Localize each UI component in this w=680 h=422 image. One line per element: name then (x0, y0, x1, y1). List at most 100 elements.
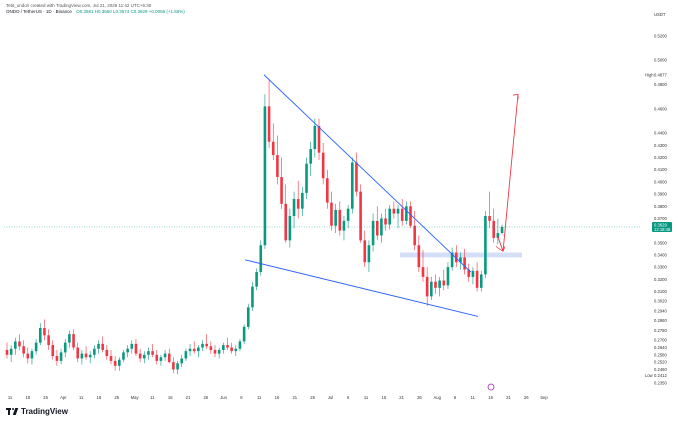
candle-body (321, 152, 325, 179)
candle-down (488, 191, 491, 229)
x-tick-label: 26 (310, 395, 315, 400)
candle-up (367, 240, 371, 273)
y-tick-label: 0.4600 (654, 106, 667, 111)
candle-down (72, 329, 75, 350)
y-tick-label: 0.3100 (654, 289, 667, 294)
candle-body (238, 341, 242, 349)
candle-up (305, 157, 308, 199)
candle-down (321, 142, 325, 185)
candle-down (113, 356, 117, 371)
candle-up (180, 354, 184, 367)
candle-body (63, 342, 67, 353)
high-label: High (645, 73, 654, 78)
candle-body (176, 363, 179, 370)
candle-body (234, 348, 238, 352)
y-tick-label: 0.4200 (654, 155, 667, 160)
candle-down (359, 184, 362, 243)
candle-body (405, 206, 408, 221)
candle-up (88, 351, 92, 364)
candle-up (68, 330, 71, 348)
candle-up (263, 94, 267, 249)
candle-down (138, 348, 142, 363)
candle-body (101, 343, 104, 350)
x-tick-label: 21 (506, 395, 511, 400)
candle-up (471, 267, 475, 285)
symbol-label[interactable]: ONDO / TetherUS · 1D · Binance (6, 9, 72, 14)
candle-body (80, 353, 84, 359)
candle-up (350, 157, 354, 214)
candle-body (230, 347, 233, 352)
candle-body (205, 343, 208, 347)
candle-body (346, 208, 350, 221)
candle-body (488, 216, 491, 221)
candle-up (380, 213, 383, 243)
candle-body (226, 345, 229, 348)
candle-down (375, 206, 379, 241)
candle-body (72, 334, 75, 348)
candle-up (292, 191, 296, 229)
candle-up (238, 338, 242, 352)
candle-up (118, 357, 121, 371)
y-tick-label: 0.3800 (654, 204, 667, 209)
candle-body (438, 280, 441, 288)
candle-up (313, 118, 317, 158)
candle-down (192, 341, 196, 354)
candle-body (396, 208, 400, 214)
candle-body (454, 252, 458, 263)
candle-body (442, 280, 446, 286)
candle-down (296, 180, 300, 219)
tradingview-logo[interactable]: TradingView (6, 407, 68, 416)
candle-down (109, 349, 113, 365)
candle-body (84, 353, 88, 358)
candle-down (330, 191, 333, 231)
candle-down (338, 201, 342, 236)
candle-up (130, 340, 134, 354)
candle-up (246, 303, 250, 330)
candle-body (201, 343, 204, 348)
candle-body (409, 206, 412, 226)
currency-label: USDT (654, 12, 666, 17)
x-tick-label: 16 (488, 395, 493, 400)
candle-down (167, 348, 171, 364)
candle-body (446, 267, 450, 286)
candle-body (475, 270, 479, 288)
candle-body (479, 274, 483, 288)
candle-body (284, 203, 288, 241)
candle-body (317, 125, 321, 153)
candle-up (142, 351, 146, 364)
candle-body (76, 347, 80, 359)
x-tick-label: 11 (364, 395, 369, 400)
candle-body (467, 269, 471, 277)
candle-up (430, 276, 433, 301)
candle-down (475, 262, 479, 292)
candle-body (313, 125, 317, 150)
candle-body (496, 233, 500, 238)
x-tick-label: 21 (292, 395, 297, 400)
candle-up (147, 347, 150, 360)
candle-body (296, 198, 300, 209)
candle-body (97, 343, 100, 349)
candle-up (288, 208, 292, 248)
candle-up (500, 224, 504, 235)
candle-down (434, 274, 437, 294)
candle-down (134, 338, 138, 357)
candle-body (259, 245, 263, 273)
candle-up (450, 247, 454, 271)
candle-up (59, 348, 63, 365)
candle-up (63, 338, 67, 358)
candle-up (97, 340, 100, 354)
candle-body (425, 276, 429, 297)
y-tick-label: 0.3900 (654, 192, 667, 197)
candle-body (34, 342, 38, 352)
y-tick-label: 0.2700 (654, 338, 667, 343)
resistance-trendline (263, 74, 472, 273)
y-tick-label: 0.3500 (654, 240, 667, 245)
candle-up (346, 205, 350, 229)
y-tick-label: 0.2780 (654, 328, 667, 333)
candle-down (105, 345, 109, 360)
y-tick-label: 0.5000 (654, 58, 667, 63)
candle-up (334, 203, 337, 234)
candle-up (234, 345, 238, 357)
candle-up (242, 324, 246, 344)
